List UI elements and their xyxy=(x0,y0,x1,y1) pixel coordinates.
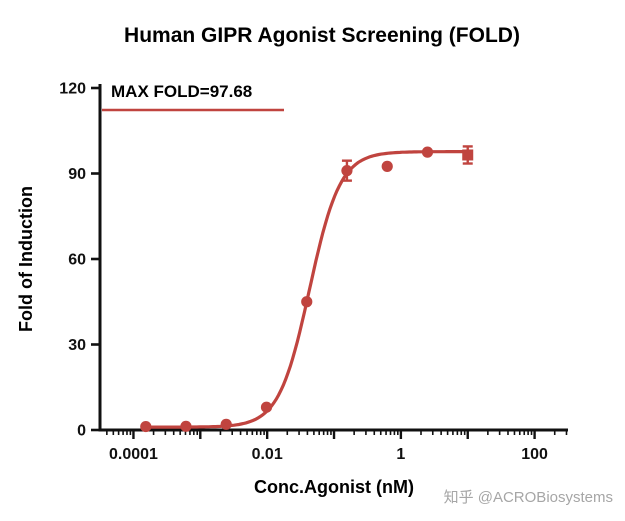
data-point xyxy=(341,165,353,177)
max-fold-annotation: MAX FOLD=97.68 xyxy=(111,82,252,101)
y-axis-label: Fold of Induction xyxy=(16,186,36,332)
data-point xyxy=(462,149,474,161)
x-tick-label: 100 xyxy=(521,446,548,463)
plot-area: 0 30 60 90 120 0.0001 0.01 1 100 xyxy=(59,81,568,463)
y-tick-label: 30 xyxy=(68,337,86,354)
y-tick-label: 120 xyxy=(59,81,86,98)
x-tick-label: 1 xyxy=(396,446,405,463)
y-tick-label: 0 xyxy=(77,423,86,440)
data-point xyxy=(301,296,313,308)
data-point xyxy=(260,401,273,413)
x-tick-label: 0.0001 xyxy=(109,446,158,463)
data-point xyxy=(381,160,393,172)
data-point xyxy=(421,146,434,158)
y-tick-label: 60 xyxy=(68,252,86,269)
watermark: 知乎 @ACROBiosystems xyxy=(444,489,613,506)
y-tick-label: 90 xyxy=(68,166,86,183)
chart-title: Human GIPR Agonist Screening (FOLD) xyxy=(124,24,520,47)
data-point xyxy=(220,418,232,430)
fit-curve xyxy=(141,150,472,429)
data-point xyxy=(180,420,192,432)
x-tick-label: 0.01 xyxy=(252,446,283,463)
x-axis-label: Conc.Agonist (nM) xyxy=(254,477,414,497)
data-point xyxy=(140,420,152,433)
